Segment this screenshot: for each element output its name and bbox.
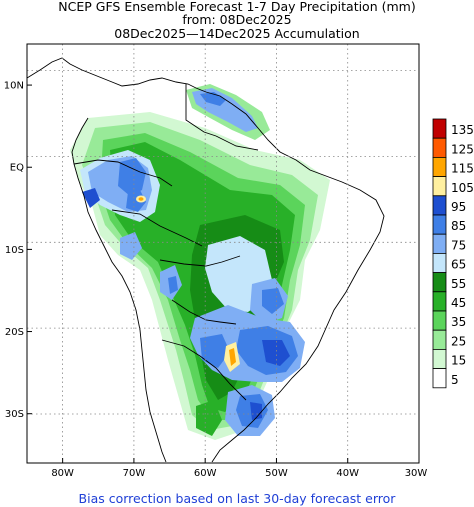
legend-label: 35 [451, 315, 466, 329]
lat-tick-label: 20S [5, 327, 24, 338]
lat-tick-label: 30S [5, 409, 24, 420]
legend-swatch [432, 214, 447, 235]
precipitation-field [70, 84, 330, 440]
legend-swatch [432, 118, 447, 139]
legend-label: 5 [451, 373, 459, 387]
legend-swatch [432, 329, 447, 350]
legend-label: 135 [451, 123, 474, 137]
latitude-axis: 10N EQ 10S 20S 30S [4, 81, 32, 420]
legend-swatch [432, 156, 447, 177]
legend-label: 75 [451, 238, 466, 252]
lon-tick-label: 70W [123, 468, 146, 479]
precipitation-legend: 135 125 115 105 95 85 75 65 55 45 35 25 15 5 [432, 118, 474, 389]
lon-tick-label: 80W [51, 468, 74, 479]
legend-label: 45 [451, 296, 466, 310]
bias-correction-note: Bias correction based on last 30-day for… [78, 491, 396, 506]
lon-tick-label: 30W [405, 468, 428, 479]
legend-swatch [432, 176, 447, 197]
lon-tick-label: 40W [336, 468, 359, 479]
legend-label: 85 [451, 219, 466, 233]
coastline [27, 57, 385, 463]
lat-tick-label: 10N [4, 81, 24, 92]
legend-swatch [432, 368, 447, 389]
legend-swatch [432, 348, 447, 369]
lat-tick-label: 10S [5, 245, 24, 256]
longitude-axis: 80W 70W 60W 50W 40W 30W [51, 458, 427, 479]
legend-label: 115 [451, 162, 474, 176]
map-title-line-3: 08Dec2025—14Dec2025 Accumulation [114, 26, 360, 41]
legend-swatch [432, 310, 447, 331]
legend-label: 105 [451, 181, 474, 195]
legend-label: 95 [451, 200, 466, 214]
legend-swatch [432, 291, 447, 312]
lon-tick-label: 50W [265, 468, 288, 479]
legend-label: 125 [451, 142, 474, 156]
legend-label: 15 [451, 354, 466, 368]
legend-swatch [432, 252, 447, 273]
legend-label: 55 [451, 277, 466, 291]
map-title-line-1: NCEP GFS Ensemble Forecast 1-7 Day Preci… [58, 0, 416, 14]
precipitation-map: 10N EQ 10S 20S 30S 80W 70W 60W 50W 40W 30W 135 125… [4, 43, 474, 479]
legend-label: 25 [451, 334, 466, 348]
lon-tick-label: 60W [194, 468, 217, 479]
lat-tick-label: EQ [10, 163, 24, 174]
map-border [26, 43, 420, 464]
map-title-line-2: from: 08Dec2025 [182, 12, 292, 27]
legend-swatch [432, 272, 447, 293]
legend-label: 65 [451, 258, 466, 272]
legend-swatch [432, 137, 447, 158]
legend-swatch [432, 195, 447, 216]
legend-swatch [432, 233, 447, 254]
